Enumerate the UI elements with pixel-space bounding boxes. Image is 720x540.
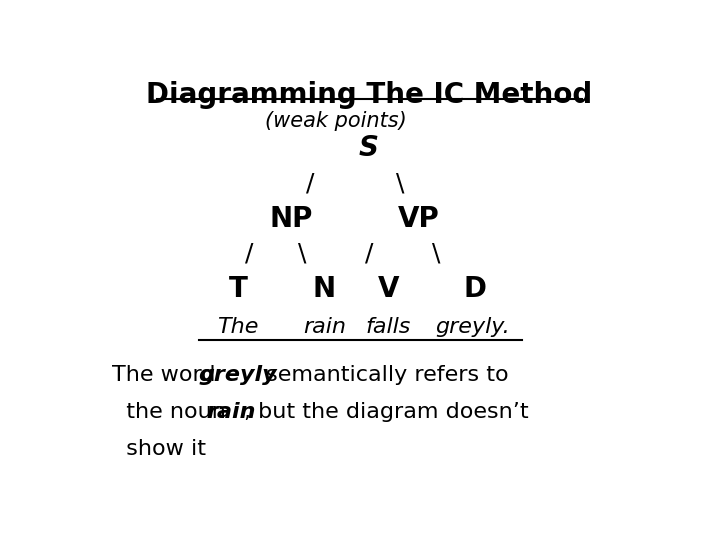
Text: NP: NP — [269, 205, 312, 233]
Text: The: The — [217, 317, 258, 337]
Text: \: \ — [432, 242, 440, 266]
Text: rain: rain — [303, 317, 346, 337]
Text: V: V — [378, 275, 400, 303]
Text: greyly.: greyly. — [435, 317, 510, 337]
Text: \: \ — [298, 242, 306, 266]
Text: the noun: the noun — [112, 402, 233, 422]
Text: , but the diagram doesn’t: , but the diagram doesn’t — [245, 402, 529, 422]
Text: The word: The word — [112, 364, 223, 384]
Text: /: / — [245, 242, 253, 266]
Text: semantically refers to: semantically refers to — [259, 364, 508, 384]
Text: greyly: greyly — [198, 364, 276, 384]
Text: \: \ — [395, 171, 404, 195]
Text: show it: show it — [112, 440, 207, 460]
Text: Diagramming The IC Method: Diagramming The IC Method — [146, 82, 592, 110]
Text: VP: VP — [398, 205, 440, 233]
Text: /: / — [306, 171, 315, 195]
Text: /: / — [365, 242, 373, 266]
Text: falls: falls — [366, 317, 411, 337]
Text: rain: rain — [206, 402, 256, 422]
Text: (weak points): (weak points) — [265, 111, 406, 131]
Text: T: T — [228, 275, 247, 303]
Text: D: D — [464, 275, 487, 303]
Text: N: N — [312, 275, 336, 303]
Text: S: S — [359, 134, 379, 162]
